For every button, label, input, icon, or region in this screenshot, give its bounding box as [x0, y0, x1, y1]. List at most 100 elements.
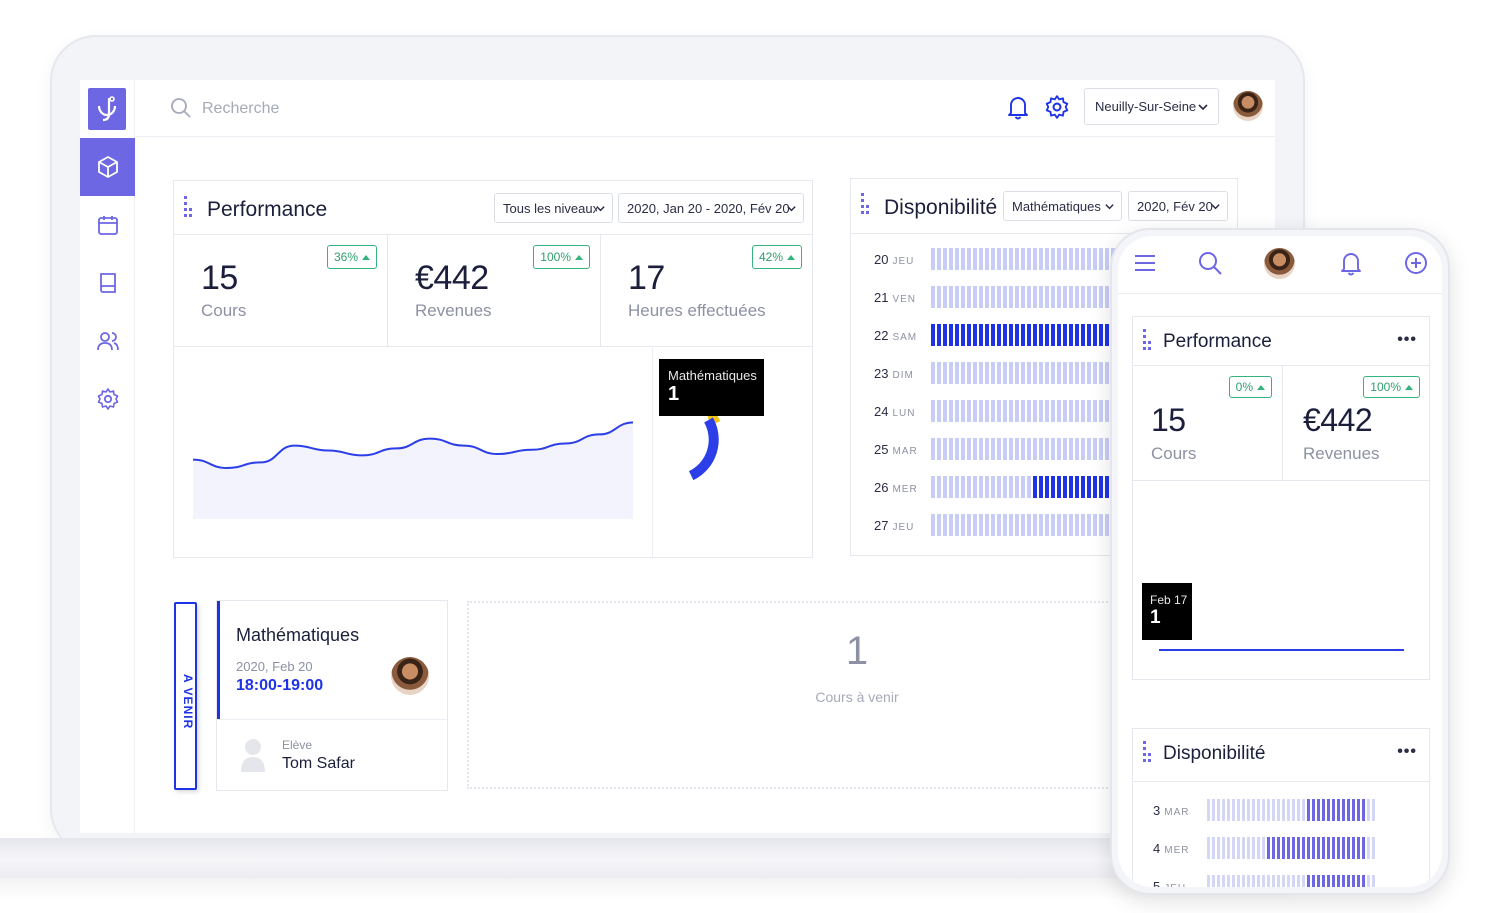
slot-free[interactable] [961, 438, 965, 460]
slot-free[interactable] [1081, 248, 1085, 270]
slot-free[interactable] [1045, 514, 1049, 536]
slot-free[interactable] [1003, 514, 1007, 536]
slot-booked[interactable] [1087, 324, 1091, 346]
slot-free[interactable] [1075, 438, 1079, 460]
slot-booked[interactable] [1051, 324, 1055, 346]
slot-free[interactable] [991, 438, 995, 460]
slot-free[interactable] [1057, 438, 1061, 460]
sidebar-item-dashboard[interactable] [80, 138, 135, 196]
slot-free[interactable] [1227, 799, 1230, 821]
slot-booked[interactable] [1069, 324, 1073, 346]
slot-free[interactable] [949, 248, 953, 270]
availability-row[interactable]: 25 MAR [851, 430, 1169, 468]
slot-free[interactable] [1099, 362, 1103, 384]
slot-free[interactable] [979, 476, 983, 498]
slot-free[interactable] [1051, 248, 1055, 270]
slot-free[interactable] [1302, 875, 1305, 887]
slot-free[interactable] [1051, 362, 1055, 384]
slot-free[interactable] [997, 400, 1001, 422]
slot-booked[interactable] [1272, 837, 1275, 859]
slot-free[interactable] [937, 514, 941, 536]
slot-free[interactable] [1093, 362, 1097, 384]
slot-booked[interactable] [1033, 476, 1037, 498]
slot-free[interactable] [1051, 286, 1055, 308]
slot-free[interactable] [973, 476, 977, 498]
slot-free[interactable] [1372, 875, 1375, 887]
slot-free[interactable] [1081, 514, 1085, 536]
slot-free[interactable] [967, 286, 971, 308]
slot-free[interactable] [997, 476, 1001, 498]
sidebar-item-students[interactable] [80, 312, 135, 370]
slot-booked[interactable] [991, 324, 995, 346]
slot-free[interactable] [1105, 362, 1109, 384]
slot-booked[interactable] [1039, 476, 1043, 498]
slot-free[interactable] [1051, 400, 1055, 422]
slot-free[interactable] [1069, 362, 1073, 384]
slot-free[interactable] [1009, 400, 1013, 422]
slot-free[interactable] [955, 248, 959, 270]
slot-free[interactable] [1232, 875, 1235, 887]
slot-free[interactable] [1252, 799, 1255, 821]
menu-icon[interactable] [1132, 250, 1158, 276]
slot-free[interactable] [1093, 514, 1097, 536]
slot-booked[interactable] [1312, 799, 1315, 821]
slot-free[interactable] [979, 362, 983, 384]
slot-free[interactable] [1039, 362, 1043, 384]
slot-free[interactable] [1099, 248, 1103, 270]
slot-free[interactable] [1252, 837, 1255, 859]
slot-free[interactable] [979, 400, 983, 422]
mobile-availability-row[interactable]: 5JEU [1133, 867, 1375, 887]
slot-booked[interactable] [1057, 476, 1061, 498]
slot-free[interactable] [1262, 799, 1265, 821]
slot-booked[interactable] [949, 324, 953, 346]
slot-free[interactable] [1105, 400, 1109, 422]
slot-free[interactable] [955, 286, 959, 308]
slot-free[interactable] [1003, 248, 1007, 270]
slot-free[interactable] [1003, 362, 1007, 384]
slot-booked[interactable] [1342, 799, 1345, 821]
slot-booked[interactable] [1342, 875, 1345, 887]
slot-free[interactable] [955, 362, 959, 384]
upcoming-lesson-card[interactable]: Mathématiques 2020, Feb 20 18:00-19:00 E… [216, 600, 448, 791]
slot-free[interactable] [937, 476, 941, 498]
slot-free[interactable] [1105, 514, 1109, 536]
slot-booked[interactable] [1027, 324, 1031, 346]
slot-free[interactable] [1099, 438, 1103, 460]
slot-free[interactable] [979, 514, 983, 536]
mobile-user-avatar[interactable] [1264, 248, 1295, 279]
slot-booked[interactable] [1045, 324, 1049, 346]
slot-free[interactable] [1217, 799, 1220, 821]
slot-free[interactable] [1247, 837, 1250, 859]
slot-free[interactable] [931, 248, 935, 270]
slot-booked[interactable] [1317, 875, 1320, 887]
slot-free[interactable] [991, 476, 995, 498]
slot-booked[interactable] [1015, 324, 1019, 346]
user-avatar[interactable] [1233, 91, 1263, 121]
slot-free[interactable] [1033, 514, 1037, 536]
slot-booked[interactable] [1021, 324, 1025, 346]
slot-booked[interactable] [1063, 476, 1067, 498]
slot-free[interactable] [967, 514, 971, 536]
slot-free[interactable] [1069, 400, 1073, 422]
slot-free[interactable] [997, 362, 1001, 384]
slot-free[interactable] [1287, 799, 1290, 821]
slot-booked[interactable] [1093, 324, 1097, 346]
slot-free[interactable] [973, 362, 977, 384]
search-icon[interactable] [1197, 250, 1223, 276]
slot-free[interactable] [967, 476, 971, 498]
slot-free[interactable] [1057, 286, 1061, 308]
slot-free[interactable] [1367, 837, 1370, 859]
slot-free[interactable] [1039, 438, 1043, 460]
slot-free[interactable] [997, 514, 1001, 536]
slot-free[interactable] [997, 286, 1001, 308]
slot-free[interactable] [1063, 438, 1067, 460]
slot-free[interactable] [1081, 438, 1085, 460]
upcoming-tab[interactable]: A VENIR [174, 602, 197, 790]
slot-free[interactable] [1063, 400, 1067, 422]
slot-free[interactable] [1021, 362, 1025, 384]
subject-filter-select[interactable]: Mathématiques [1003, 191, 1122, 221]
slot-booked[interactable] [1302, 837, 1305, 859]
slot-free[interactable] [1075, 248, 1079, 270]
slot-free[interactable] [931, 400, 935, 422]
slot-booked[interactable] [955, 324, 959, 346]
